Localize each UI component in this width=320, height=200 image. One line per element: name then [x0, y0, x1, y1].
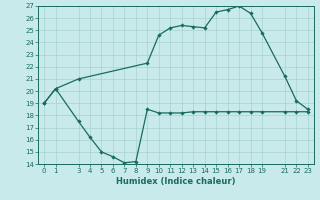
X-axis label: Humidex (Indice chaleur): Humidex (Indice chaleur)	[116, 177, 236, 186]
